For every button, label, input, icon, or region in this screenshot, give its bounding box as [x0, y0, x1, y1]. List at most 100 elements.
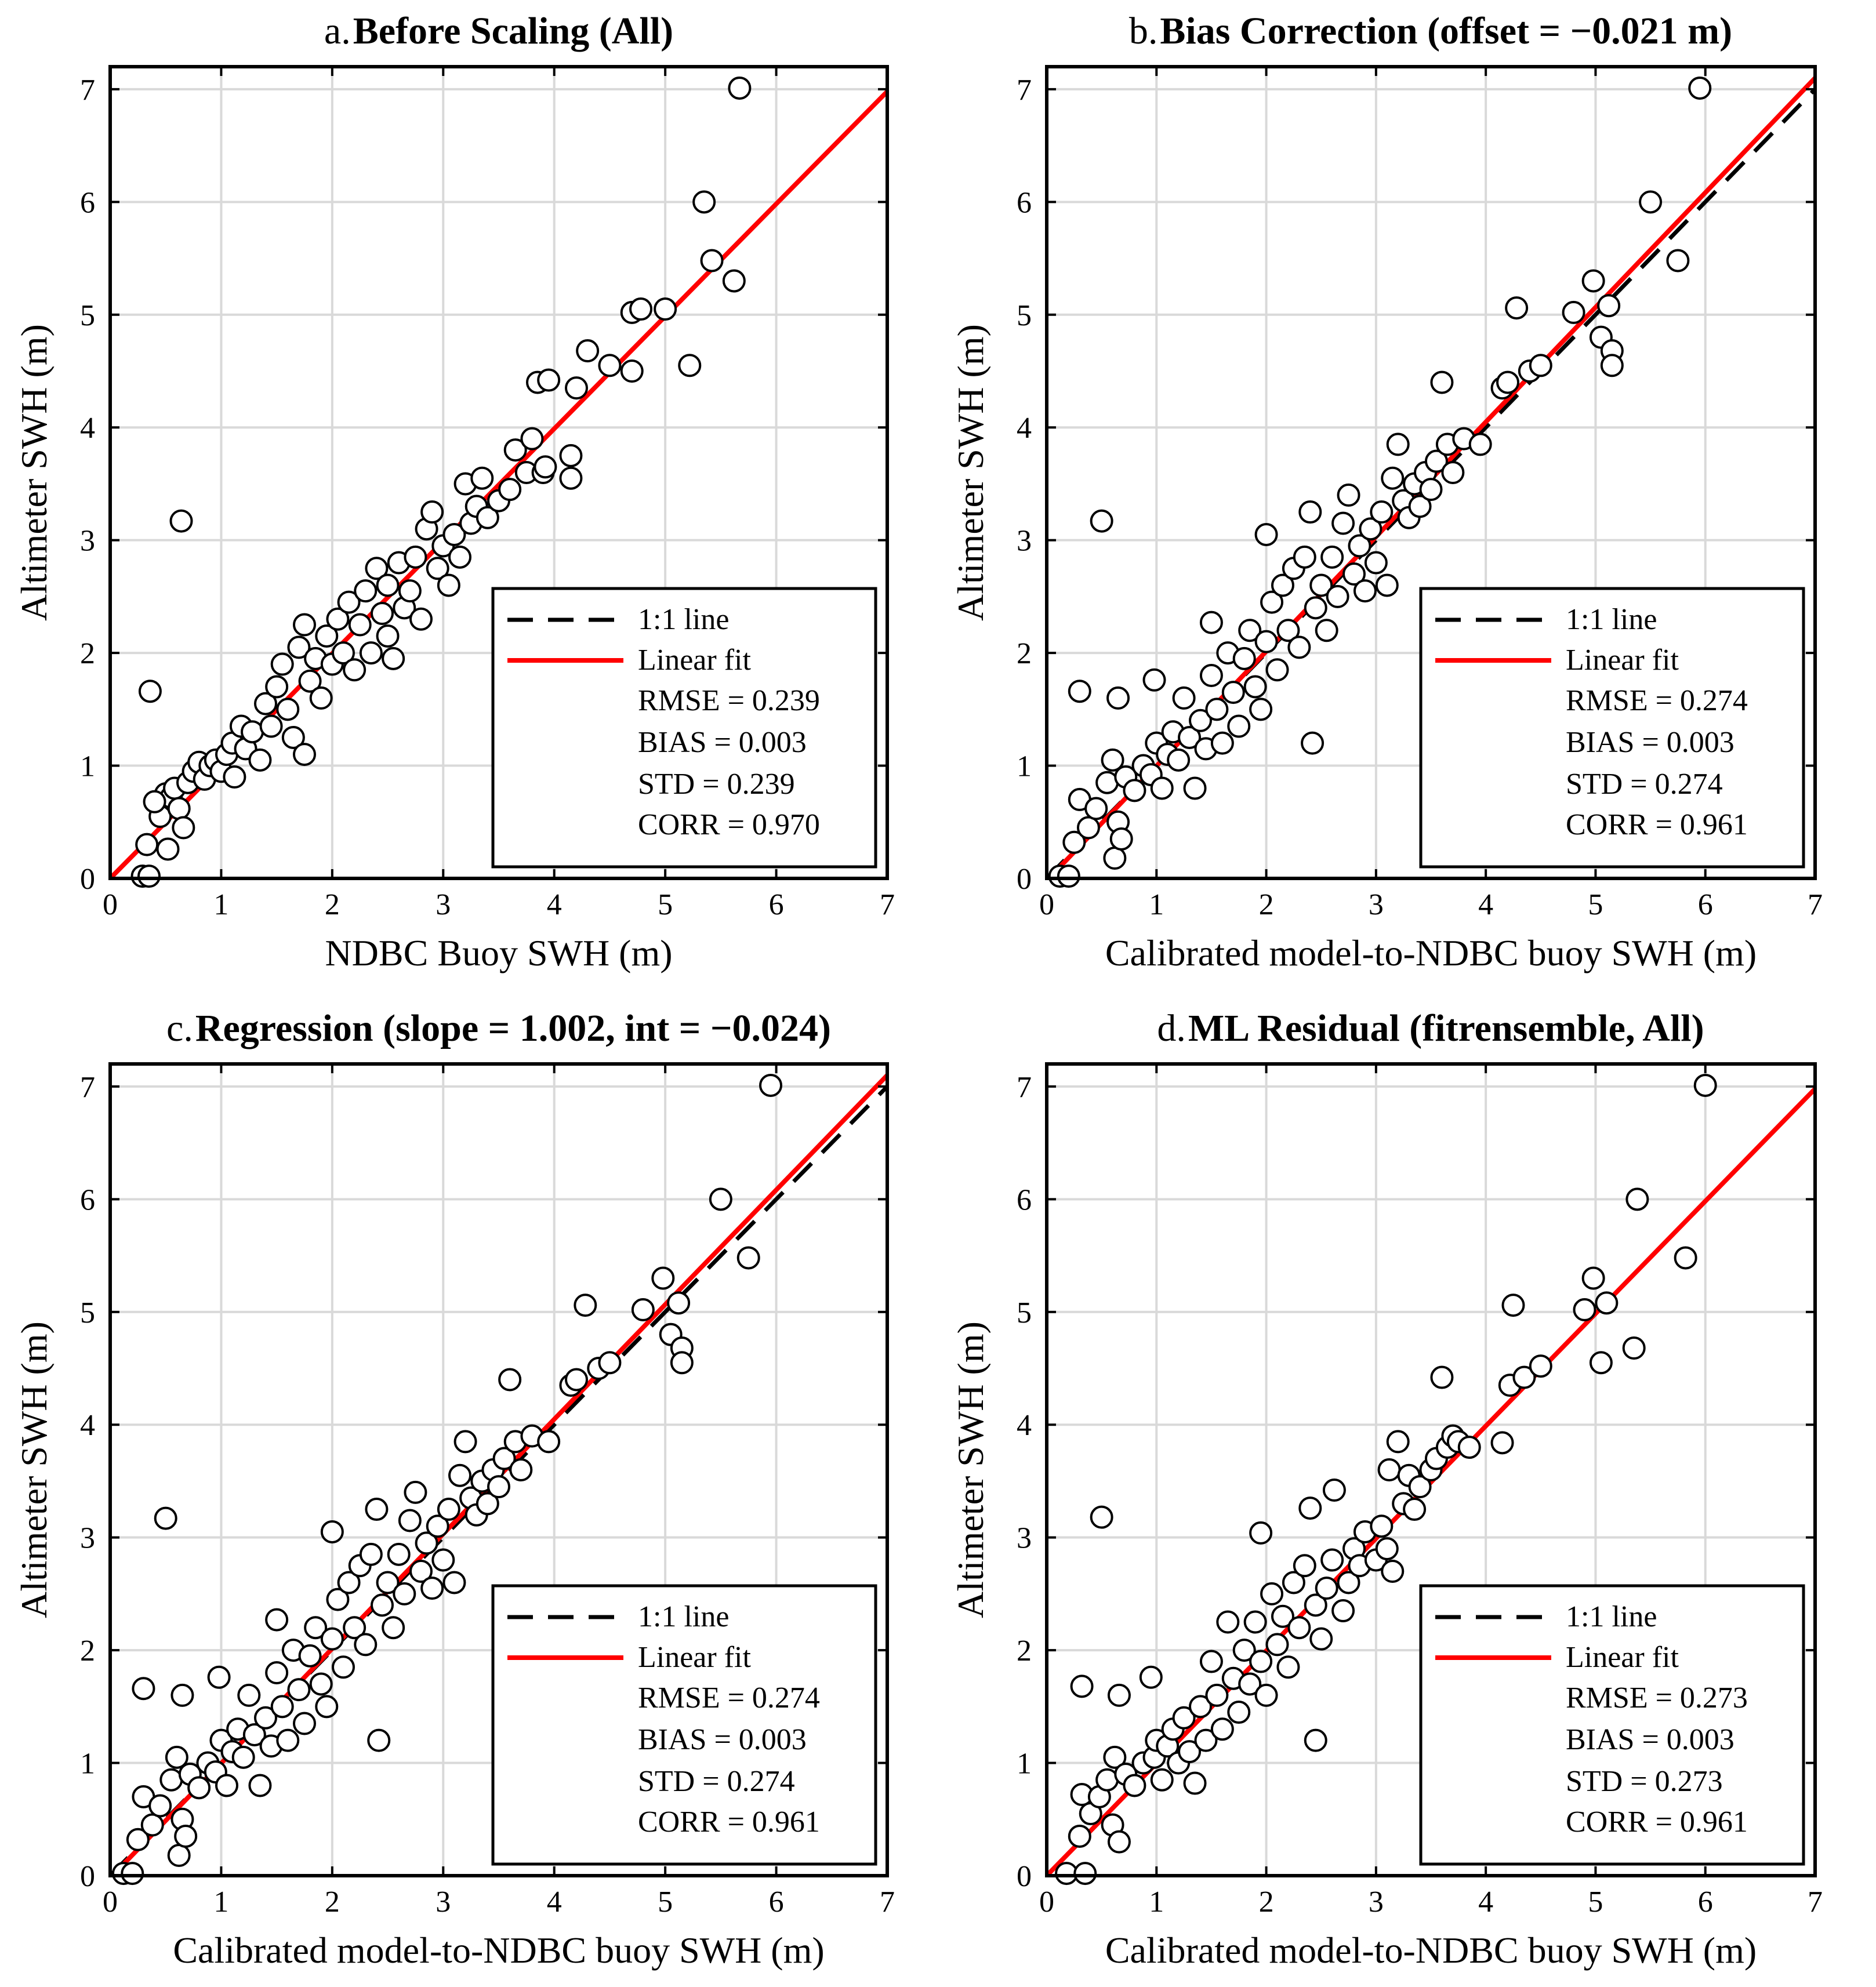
data-point: [1243, 675, 1267, 699]
x-tick-label: 0: [103, 1886, 118, 1919]
data-point: [692, 190, 716, 214]
data-point: [309, 686, 333, 710]
data-point: [126, 1828, 150, 1851]
data-point: [287, 635, 311, 659]
data-point: [1301, 731, 1325, 755]
data-point: [1293, 1554, 1316, 1578]
data-point: [1309, 573, 1333, 597]
data-point: [1254, 522, 1278, 546]
data-point: [476, 1492, 499, 1516]
x-tick-label: 6: [1698, 888, 1713, 921]
data-point: [259, 714, 283, 738]
x-axis-label: Calibrated model-to-NDBC buoy SWH (m): [173, 1930, 824, 1971]
legend-item-one-to-one: 1:1 line: [638, 603, 729, 636]
data-point: [354, 1633, 378, 1657]
data-point: [1600, 354, 1624, 377]
data-point: [1298, 1496, 1322, 1520]
data-point: [1298, 500, 1322, 524]
data-point: [453, 1430, 477, 1454]
x-tick-label: 4: [1478, 1886, 1493, 1919]
data-point: [170, 1683, 194, 1707]
data-point: [1199, 611, 1223, 634]
data-point: [1430, 370, 1454, 394]
data-point: [420, 500, 444, 524]
data-point: [448, 545, 471, 569]
data-point: [298, 669, 322, 693]
data-point: [1589, 1351, 1613, 1375]
y-axis-label: Altimeter SWH (m): [950, 1321, 991, 1618]
data-point: [1430, 1365, 1454, 1389]
data-point: [1381, 1560, 1405, 1583]
data-point: [1403, 1498, 1427, 1521]
x-tick-label: 6: [769, 1886, 784, 1919]
data-point: [159, 1768, 183, 1792]
data-point: [293, 1712, 316, 1735]
data-point: [1221, 681, 1245, 704]
chart-title: b.Bias Correction (offset = −0.021 m): [1129, 10, 1732, 52]
data-point: [315, 624, 339, 648]
data-point: [1172, 1706, 1196, 1730]
data-point: [1370, 1514, 1394, 1538]
data-point: [143, 790, 166, 813]
data-point: [365, 1498, 389, 1521]
data-point: [172, 816, 195, 840]
title-text: Regression (slope = 1.002, int = −0.024): [195, 1007, 831, 1049]
panel-d: 0 1 2 3 4 5 6 7 0 1 2 3 4 5 6 7 d.ML Residual (fitrensem…: [950, 1007, 1823, 1971]
x-tick-label: 2: [325, 888, 340, 921]
data-point: [492, 1447, 516, 1470]
data-point: [1320, 1548, 1344, 1572]
data-point: [1254, 630, 1278, 653]
data-point: [426, 1514, 449, 1538]
data-point: [1107, 1683, 1131, 1707]
data-point: [293, 613, 316, 637]
axes-frame: [108, 65, 889, 880]
legend-item-linear-fit: Linear fit: [638, 1641, 751, 1674]
y-tick-label: 3: [1017, 525, 1032, 558]
x-tick-label: 1: [213, 1886, 228, 1919]
data-point: [1227, 1701, 1251, 1724]
data-point: [1377, 1458, 1401, 1481]
legend-item-one-to-one: 1:1 line: [638, 1600, 729, 1633]
y-tick-label: 5: [80, 1296, 95, 1329]
data-point: [759, 1073, 782, 1097]
y-tick-label: 0: [1017, 1860, 1032, 1893]
data-point: [1353, 579, 1377, 603]
data-point: [1304, 1593, 1327, 1617]
data-point: [1419, 478, 1443, 502]
data-point: [1150, 1768, 1174, 1792]
data-point: [503, 438, 527, 462]
data-point: [1337, 483, 1360, 507]
data-point: [398, 579, 422, 603]
data-point: [1688, 76, 1712, 100]
y-tick-label: 0: [80, 863, 95, 896]
data-point: [167, 797, 191, 820]
data-point: [398, 1509, 422, 1532]
data-point: [1254, 1683, 1278, 1707]
data-point: [1123, 779, 1146, 802]
data-point: [1408, 495, 1432, 518]
data-point: [320, 1520, 344, 1543]
legend-box: [491, 1584, 877, 1866]
data-point: [359, 1542, 383, 1566]
data-point: [376, 624, 400, 648]
data-point: [332, 641, 355, 665]
data-point: [1057, 864, 1080, 888]
x-axis-label: Calibrated model-to-NDBC buoy SWH (m): [1105, 932, 1757, 973]
data-point: [1249, 1650, 1273, 1673]
data-point: [241, 720, 264, 744]
data-point: [722, 269, 746, 293]
data-point: [1581, 1266, 1605, 1290]
data-point: [1068, 1824, 1091, 1848]
legend-stat: RMSE = 0.239: [638, 684, 820, 717]
legend-stat: STD = 0.239: [638, 768, 795, 801]
scatter-points: [1055, 1073, 1717, 1886]
data-point: [1109, 827, 1133, 851]
y-tick-label: 2: [80, 1634, 95, 1668]
x-tick-label: 3: [436, 888, 451, 921]
data-point: [1265, 658, 1289, 682]
data-point: [1496, 370, 1519, 394]
legend-stat: BIAS = 0.003: [1566, 1723, 1735, 1756]
data-point: [565, 376, 588, 400]
data-point: [1139, 1665, 1163, 1689]
y-tick-label: 4: [80, 1409, 95, 1442]
